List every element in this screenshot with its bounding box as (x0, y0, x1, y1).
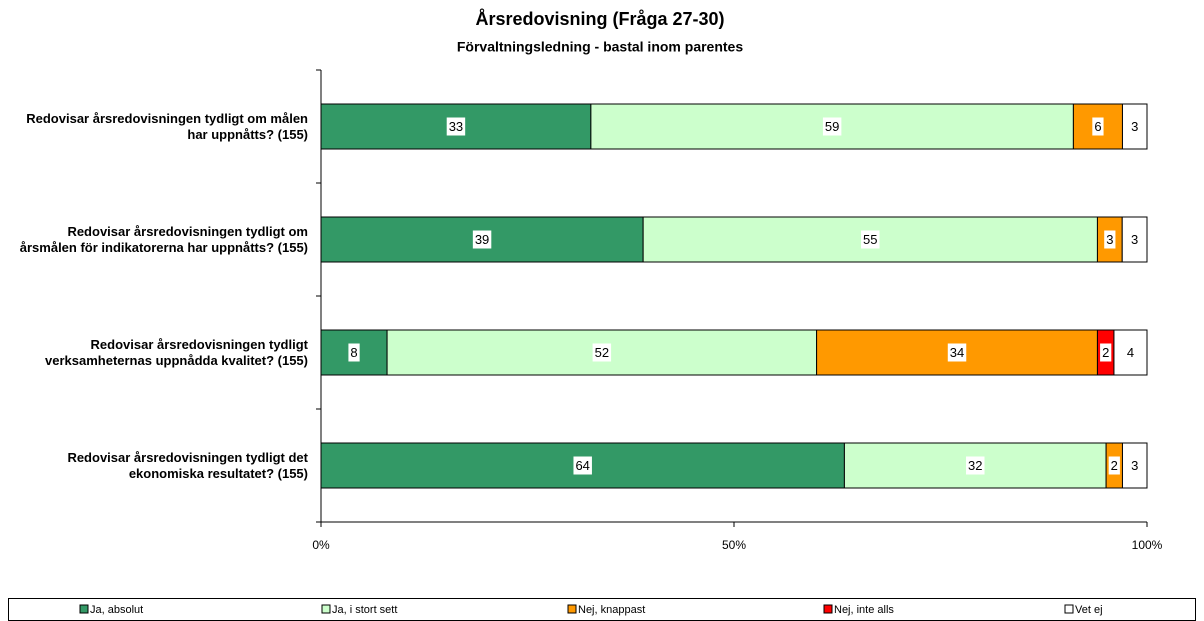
legend-label: Ja, absolut (90, 604, 143, 616)
data-label: 6 (1094, 119, 1101, 134)
data-label: 3 (1106, 232, 1113, 247)
data-label: 2 (1111, 458, 1118, 473)
category-label: Redovisar årsredovisningen tydligt om må… (26, 110, 308, 142)
x-tick-label: 50% (722, 538, 746, 552)
x-tick-label: 100% (1132, 538, 1163, 552)
legend-swatch (321, 604, 331, 614)
data-label: 59 (825, 119, 839, 134)
legend-swatch (823, 604, 833, 614)
data-label: 4 (1127, 345, 1134, 360)
data-label-bg (947, 343, 967, 362)
data-label: 32 (968, 458, 982, 473)
chart-subtitle: Förvaltningsledning - bastal inom parent… (457, 39, 743, 55)
data-label-bg (861, 230, 880, 249)
data-label-bg (966, 456, 985, 475)
category-label: Redovisar årsredovisningen tydligt om år… (19, 223, 308, 255)
data-label-bg (348, 343, 360, 362)
data-label-bg (822, 117, 842, 136)
legend-label: Nej, inte alls (834, 604, 894, 616)
data-label: 64 (575, 458, 589, 473)
category-label: Redovisar årsredovisningen tydligt det e… (67, 449, 308, 481)
legend-swatch (567, 604, 577, 614)
data-label: 3 (1131, 119, 1138, 134)
data-label-bg (1092, 117, 1104, 136)
legend-swatch (79, 604, 89, 614)
data-label-bg (1100, 343, 1112, 362)
legend-swatch (1064, 604, 1074, 614)
data-label: 2 (1102, 345, 1109, 360)
data-label-bg (592, 343, 612, 362)
data-label: 3 (1131, 232, 1138, 247)
data-label: 34 (950, 345, 964, 360)
data-label-bg (1124, 343, 1137, 362)
data-label: 55 (863, 232, 877, 247)
legend-label: Nej, knappast (578, 604, 645, 616)
data-label: 52 (595, 345, 609, 360)
legend-label: Vet ej (1075, 604, 1103, 616)
chart-title: Årsredovisning (Fråga 27-30) (475, 9, 724, 29)
data-label-bg (446, 117, 466, 136)
data-label: 33 (449, 119, 463, 134)
data-label-bg (472, 230, 492, 249)
data-label-bg (1129, 117, 1141, 136)
legend-label: Ja, i stort sett (332, 604, 397, 616)
data-label-bg (1104, 230, 1116, 249)
data-label: 3 (1131, 458, 1138, 473)
x-tick-label: 0% (312, 538, 330, 552)
data-label: 39 (475, 232, 489, 247)
data-label-bg (573, 456, 592, 475)
data-label-bg (1129, 456, 1141, 475)
data-label-bg (1108, 456, 1120, 475)
data-label: 8 (350, 345, 357, 360)
data-label-bg (1128, 230, 1141, 249)
category-label: Redovisar årsredovisningen tydligt verks… (45, 336, 308, 368)
